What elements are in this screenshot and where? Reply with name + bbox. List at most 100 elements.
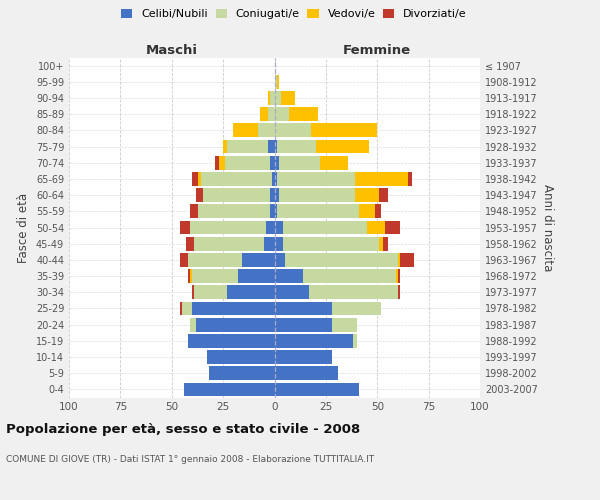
Bar: [303, 269, 396, 283]
Bar: [379, 237, 383, 250]
Bar: [275, 108, 289, 121]
Bar: [355, 188, 379, 202]
Text: Popolazione per età, sesso e stato civile - 2008: Popolazione per età, sesso e stato civil…: [6, 422, 360, 436]
Bar: [227, 286, 275, 299]
Bar: [192, 269, 238, 283]
Bar: [194, 286, 227, 299]
Bar: [277, 204, 359, 218]
Bar: [398, 269, 400, 283]
Bar: [275, 156, 278, 170]
Bar: [275, 366, 338, 380]
Bar: [332, 302, 382, 316]
Bar: [278, 156, 320, 170]
Bar: [182, 302, 193, 316]
Bar: [268, 91, 271, 105]
Bar: [275, 334, 353, 347]
Bar: [310, 286, 398, 299]
Bar: [188, 334, 275, 347]
Bar: [209, 366, 275, 380]
Bar: [264, 237, 275, 250]
Bar: [203, 188, 271, 202]
Bar: [271, 188, 275, 202]
Bar: [192, 286, 194, 299]
Bar: [275, 237, 283, 250]
Bar: [194, 237, 264, 250]
Bar: [281, 91, 295, 105]
Bar: [190, 204, 199, 218]
Bar: [277, 75, 278, 88]
Bar: [225, 156, 271, 170]
Bar: [180, 253, 188, 267]
Bar: [180, 220, 190, 234]
Bar: [275, 286, 310, 299]
Bar: [238, 269, 275, 283]
Bar: [275, 140, 277, 153]
Bar: [316, 140, 369, 153]
Bar: [355, 172, 408, 186]
Bar: [180, 302, 182, 316]
Bar: [275, 269, 303, 283]
Bar: [275, 188, 278, 202]
Bar: [398, 253, 400, 267]
Bar: [275, 75, 277, 88]
Bar: [268, 140, 275, 153]
Bar: [275, 172, 277, 186]
Bar: [367, 220, 385, 234]
Bar: [385, 220, 400, 234]
Bar: [275, 382, 359, 396]
Bar: [242, 253, 275, 267]
Bar: [275, 220, 283, 234]
Bar: [266, 220, 275, 234]
Text: Maschi: Maschi: [146, 44, 198, 57]
Bar: [219, 156, 225, 170]
Bar: [332, 318, 357, 332]
Bar: [289, 108, 317, 121]
Bar: [190, 269, 193, 283]
Bar: [186, 237, 194, 250]
Bar: [192, 172, 199, 186]
Bar: [271, 91, 275, 105]
Bar: [275, 318, 332, 332]
Bar: [260, 108, 268, 121]
Bar: [311, 124, 377, 137]
Bar: [396, 269, 398, 283]
Bar: [200, 172, 272, 186]
Bar: [275, 91, 281, 105]
Bar: [379, 188, 388, 202]
Bar: [277, 172, 355, 186]
Bar: [400, 253, 414, 267]
Bar: [275, 204, 277, 218]
Bar: [383, 237, 388, 250]
Bar: [353, 334, 357, 347]
Bar: [227, 140, 268, 153]
Y-axis label: Anni di nascita: Anni di nascita: [541, 184, 554, 271]
Bar: [188, 269, 190, 283]
Bar: [283, 237, 379, 250]
Bar: [398, 286, 400, 299]
Text: COMUNE DI GIOVE (TR) - Dati ISTAT 1° gennaio 2008 - Elaborazione TUTTITALIA.IT: COMUNE DI GIOVE (TR) - Dati ISTAT 1° gen…: [6, 455, 374, 464]
Bar: [268, 108, 275, 121]
Bar: [375, 204, 382, 218]
Bar: [188, 253, 242, 267]
Bar: [196, 188, 203, 202]
Bar: [272, 172, 275, 186]
Bar: [199, 172, 200, 186]
Bar: [285, 253, 398, 267]
Legend: Celibi/Nubili, Coniugati/e, Vedovi/e, Divorziati/e: Celibi/Nubili, Coniugati/e, Vedovi/e, Di…: [118, 6, 470, 22]
Bar: [275, 302, 332, 316]
Bar: [196, 318, 275, 332]
Bar: [275, 253, 285, 267]
Bar: [190, 318, 196, 332]
Bar: [408, 172, 412, 186]
Bar: [275, 350, 332, 364]
Bar: [277, 140, 316, 153]
Bar: [258, 124, 275, 137]
Y-axis label: Fasce di età: Fasce di età: [17, 192, 30, 262]
Bar: [193, 302, 275, 316]
Bar: [184, 382, 275, 396]
Bar: [215, 156, 219, 170]
Bar: [283, 220, 367, 234]
Bar: [206, 350, 275, 364]
Bar: [199, 204, 271, 218]
Bar: [271, 156, 275, 170]
